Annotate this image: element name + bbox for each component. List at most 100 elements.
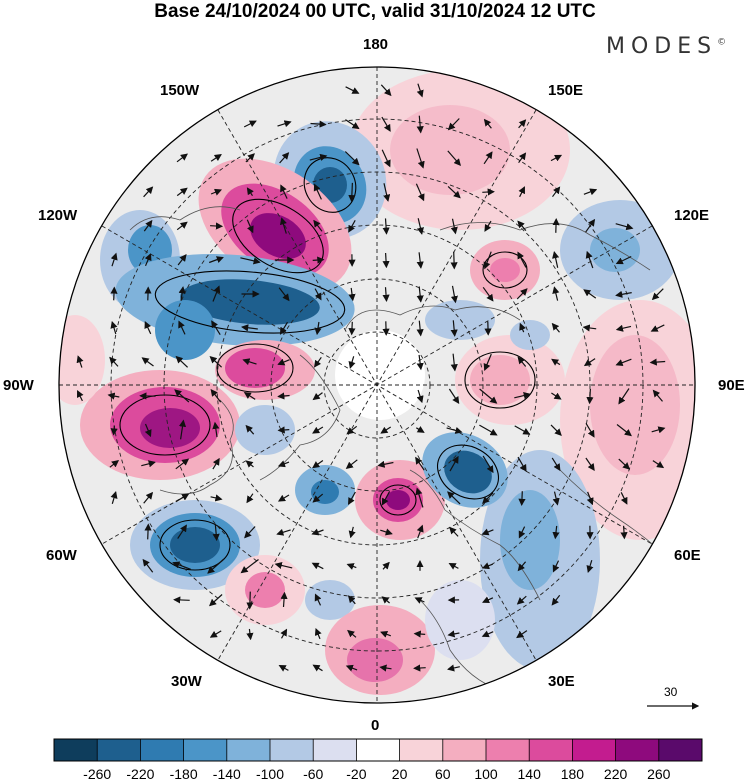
- wind-vector: [381, 491, 391, 506]
- wind-vector: [381, 149, 391, 168]
- anomaly-region: [347, 638, 403, 682]
- wind-vector: [178, 320, 186, 335]
- wind-vector: [514, 392, 531, 400]
- wind-vector: [110, 286, 118, 301]
- wind-vector: [312, 493, 324, 503]
- wind-vector: [382, 561, 390, 570]
- colorbar-tick-label: 60: [435, 766, 451, 782]
- wind-vector: [143, 219, 153, 232]
- wind-vector: [176, 187, 188, 197]
- wind-vector: [517, 220, 527, 231]
- wind-vector: [143, 186, 154, 198]
- wind-vector: [279, 152, 290, 164]
- wind-vector: [551, 594, 561, 606]
- wind-vector: [516, 630, 528, 639]
- wind-vector: [416, 218, 424, 235]
- wind-vector: [280, 591, 288, 608]
- anomaly-region: [225, 348, 285, 388]
- anomaly-region: [510, 320, 550, 350]
- wind-vector: [583, 188, 598, 196]
- wind-vector: [312, 426, 324, 434]
- lon-label-150e: 150E: [548, 82, 584, 99]
- wind-vector: [484, 220, 492, 232]
- wind-vector: [345, 86, 360, 94]
- anomaly-region: [155, 300, 215, 360]
- wind-vector: [245, 460, 254, 468]
- wind-vector: [110, 320, 118, 335]
- wind-vector: [585, 250, 594, 269]
- wind-vector: [246, 219, 254, 234]
- wind-vector: [277, 494, 290, 502]
- wind-vector: [210, 154, 222, 162]
- anomaly-region: [250, 213, 306, 259]
- wind-vector: [416, 320, 424, 337]
- wind-vector: [175, 355, 189, 368]
- wind-vector: [413, 630, 426, 638]
- wind-vector: [416, 354, 424, 371]
- lon-label-60e: 60E: [674, 547, 701, 564]
- wind-vector: [348, 491, 356, 506]
- wind-vector: [380, 426, 392, 434]
- wind-vector: [314, 627, 322, 640]
- colorbar-tick-label: 220: [603, 766, 628, 782]
- wind-vector: [107, 392, 120, 400]
- anomaly-region: [59, 315, 105, 405]
- wind-vector: [516, 288, 528, 300]
- wind-vector: [212, 421, 220, 438]
- wind-vector: [518, 526, 526, 539]
- wind-vector: [208, 256, 224, 264]
- wind-vector: [246, 187, 254, 197]
- wind-vector: [345, 459, 358, 469]
- wind-vector: [479, 424, 498, 436]
- wind-vector: [550, 424, 562, 436]
- wind-vector: [618, 458, 631, 470]
- wind-vector: [446, 426, 463, 434]
- wind-vector: [142, 558, 154, 573]
- wind-vector: [447, 150, 461, 167]
- wind-vector: [280, 628, 288, 639]
- wind-vector: [280, 184, 288, 199]
- colorbar-swatch: [97, 739, 141, 761]
- wind-vector: [381, 596, 390, 604]
- wind-vector: [518, 186, 525, 198]
- wind-vector: [585, 422, 595, 438]
- wind-vector: [483, 251, 492, 270]
- colorbar-frame: [53, 738, 703, 762]
- wind-vector: [210, 222, 224, 230]
- wind-vector: [277, 358, 290, 366]
- wind-vector: [211, 320, 221, 336]
- wind-vector: [345, 664, 358, 672]
- wind-vector: [550, 154, 563, 162]
- wind-vector: [415, 487, 424, 508]
- wind-vector: [620, 492, 628, 505]
- colorbar-swatch: [658, 739, 703, 761]
- colorbar-tick-label: -60: [303, 766, 324, 782]
- anomaly-region: [470, 355, 530, 405]
- colorbar-tick-label: -140: [212, 766, 241, 782]
- wind-vector: [210, 494, 223, 502]
- wind-vector: [240, 559, 259, 574]
- wind-vector: [481, 528, 494, 536]
- wind-vector: [416, 83, 424, 98]
- wind-vector: [175, 493, 190, 503]
- wind-vector: [313, 183, 322, 200]
- lon-label-0: 0: [371, 717, 380, 734]
- wind-vector: [415, 183, 425, 202]
- wind-vector: [346, 563, 357, 570]
- wind-vector: [312, 256, 325, 264]
- wind-vector: [348, 220, 356, 233]
- wind-vector: [414, 597, 425, 604]
- wind-vector: [615, 324, 632, 332]
- wind-vector: [244, 526, 256, 539]
- wind-vector: [583, 289, 597, 299]
- wind-vector: [519, 322, 526, 333]
- lon-label-90e: 90E: [718, 377, 745, 394]
- wind-vector: [309, 153, 328, 161]
- wind-vector: [551, 322, 560, 333]
- wind-vector: [651, 426, 666, 434]
- anomaly-region: [235, 405, 295, 455]
- anomaly-field: [59, 67, 695, 703]
- wind-vector: [277, 426, 290, 434]
- wind-vector: [209, 355, 223, 368]
- wind-vector: [481, 562, 494, 570]
